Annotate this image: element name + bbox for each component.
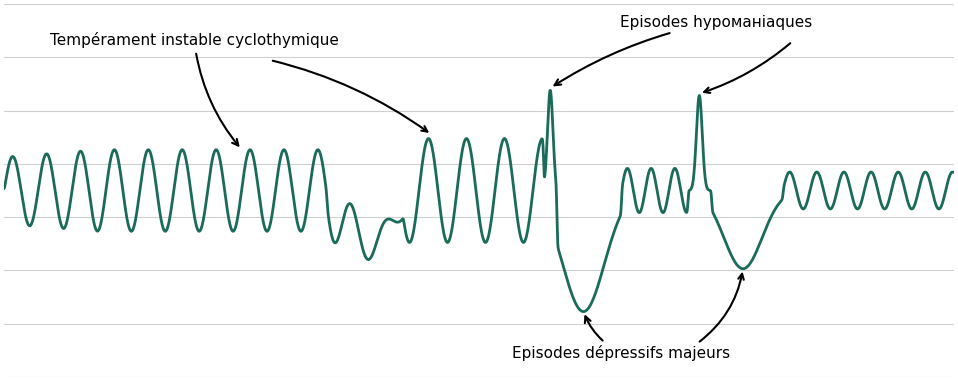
Text: Episodes hypoманiaques: Episodes hypoманiaques bbox=[555, 14, 812, 85]
Text: Tempérament instable cyclothymique: Tempérament instable cyclothymique bbox=[50, 32, 338, 146]
Text: Episodes dépressifs majeurs: Episodes dépressifs majeurs bbox=[513, 316, 731, 361]
